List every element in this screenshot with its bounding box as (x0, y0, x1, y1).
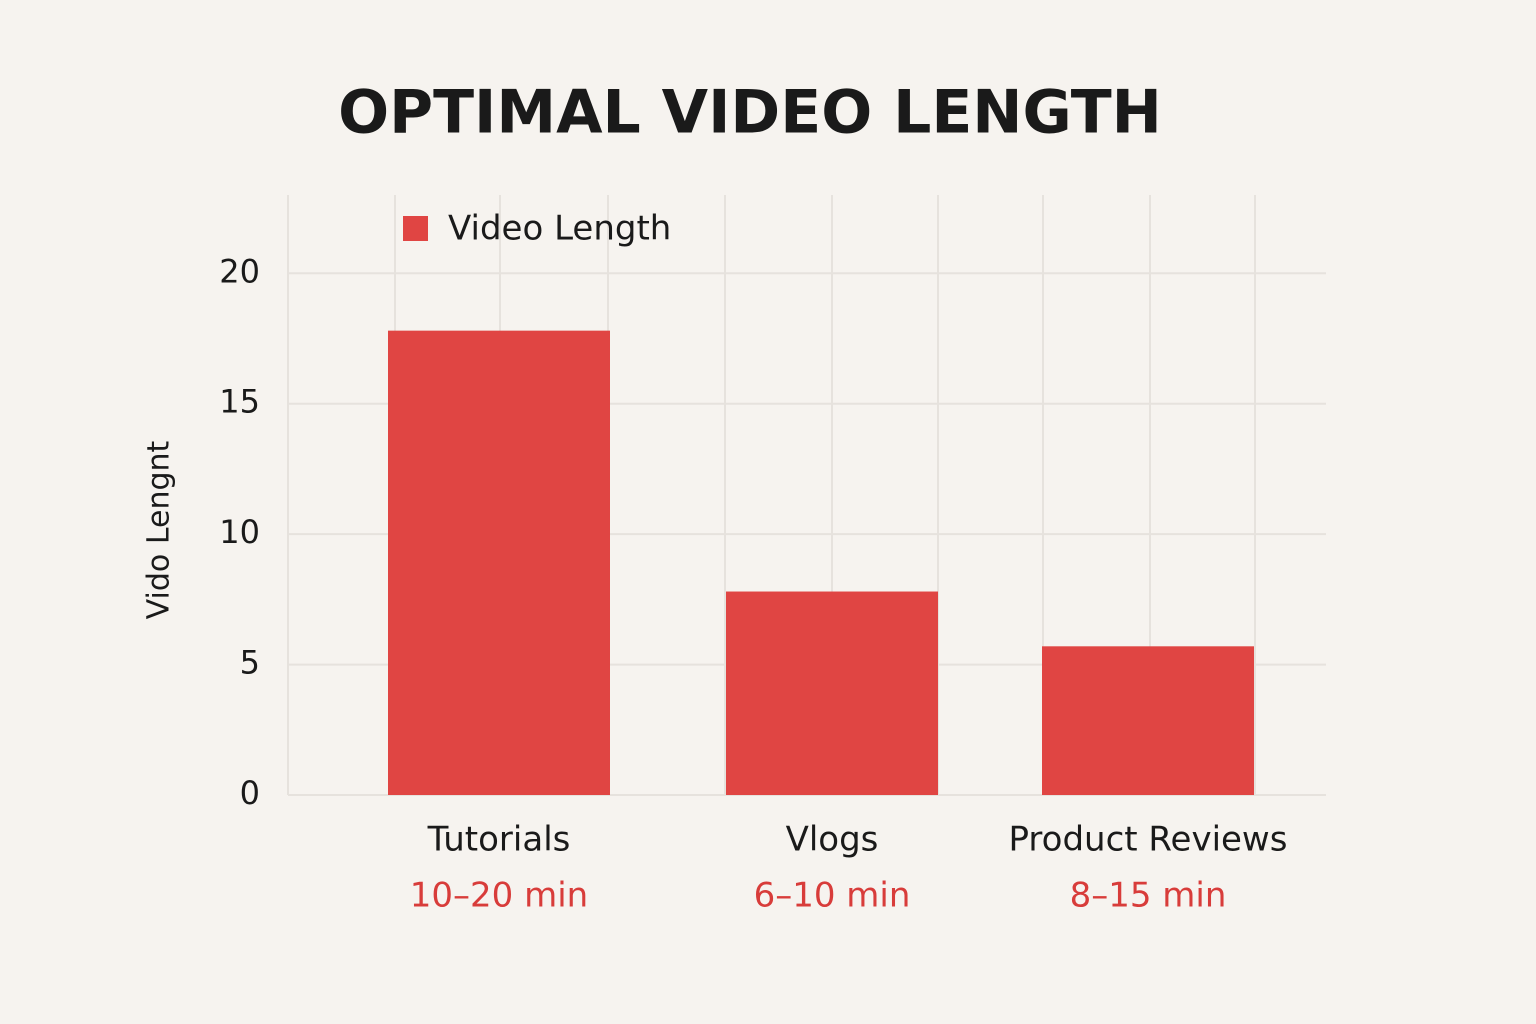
category-note: 8–15 min (1070, 876, 1227, 916)
legend-label: Video Length (448, 209, 671, 249)
y-tick-label: 20 (219, 252, 260, 290)
category-note: 6–10 min (754, 876, 911, 916)
bar (1042, 646, 1254, 795)
x-tick-label: Product Reviews (1009, 820, 1288, 860)
chart-title: OPTIMAL VIDEO LENGTH (338, 78, 1162, 148)
legend-swatch (403, 216, 428, 241)
y-tick-label: 0 (240, 774, 260, 812)
y-tick-label: 10 (219, 513, 260, 551)
x-tick-label: Tutorials (427, 820, 571, 860)
x-tick-label: Vlogs (786, 820, 879, 860)
category-note: 10–20 min (410, 876, 588, 916)
y-tick-label: 15 (219, 383, 260, 421)
y-axis-label: Vido Lengnt (142, 440, 177, 619)
y-tick-label: 5 (240, 644, 260, 682)
bar (726, 591, 938, 795)
bar (388, 330, 610, 795)
